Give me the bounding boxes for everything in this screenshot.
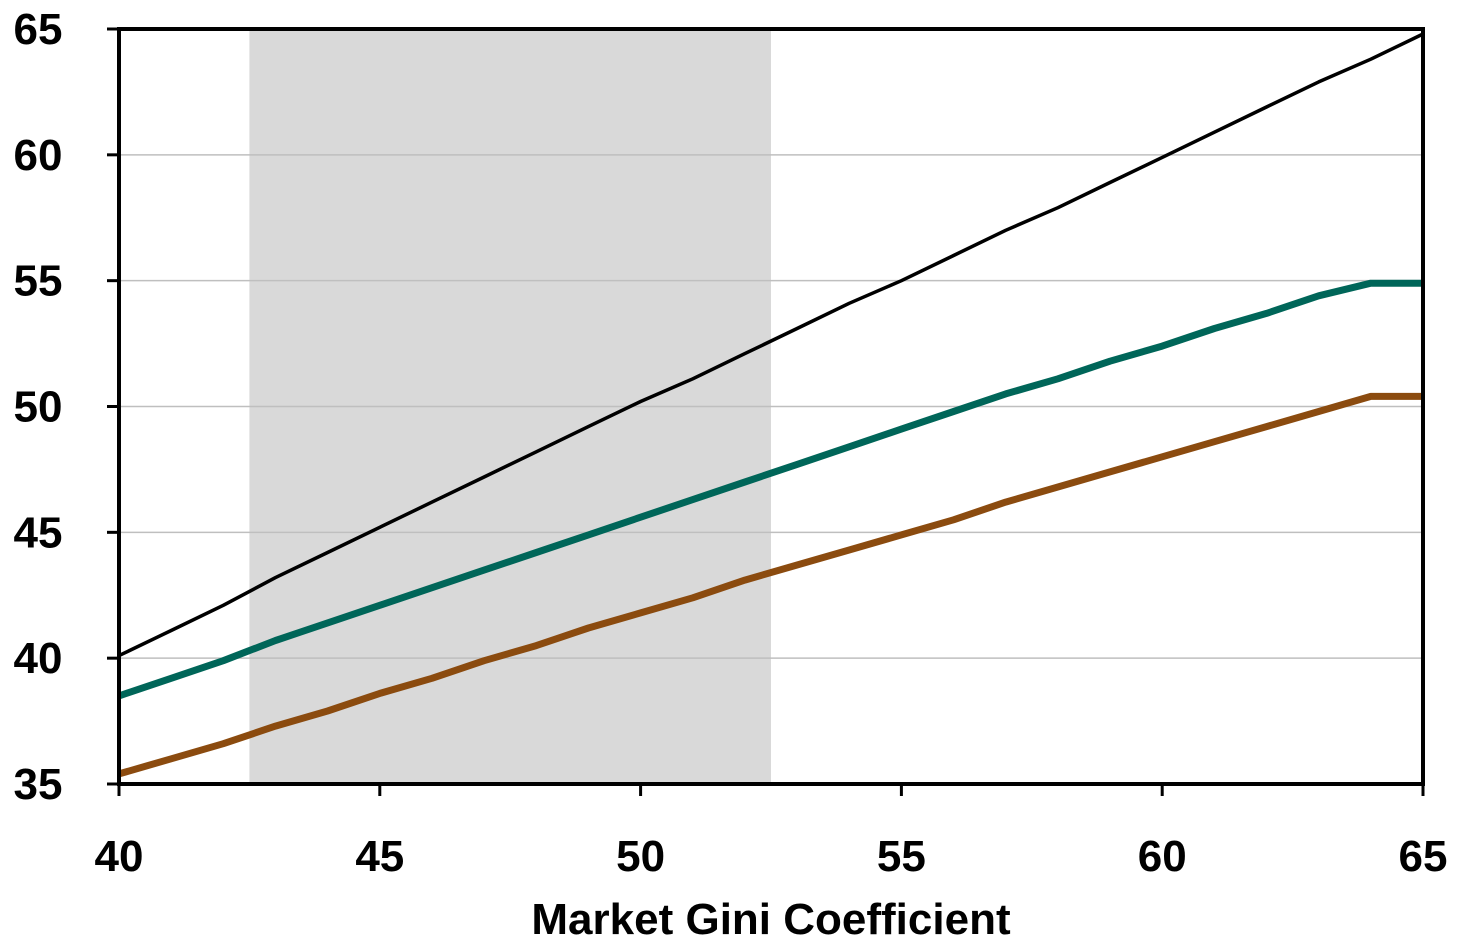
series-line-2 xyxy=(117,279,1423,700)
x-tick-label-45: 45 xyxy=(355,832,404,881)
series-line-3 xyxy=(118,392,1423,778)
series-lines xyxy=(117,32,1424,778)
y-tick-labels: 35 40 45 50 55 60 65 xyxy=(14,5,119,809)
x-tick-label-40: 40 xyxy=(95,832,144,881)
y-tick-label-50: 50 xyxy=(14,383,63,432)
y-tick-label-35: 35 xyxy=(14,760,63,809)
y-tick-label-60: 60 xyxy=(14,131,63,180)
x-tick-label-55: 55 xyxy=(877,832,926,881)
y-tick-label-65: 65 xyxy=(14,5,63,54)
gridlines xyxy=(119,154,1423,659)
x-tick-label-65: 65 xyxy=(1399,832,1448,881)
x-tick-label-60: 60 xyxy=(1138,832,1187,881)
series-line-1 xyxy=(118,32,1424,658)
y-tick-label-40: 40 xyxy=(14,634,63,683)
x-axis-title: Market Gini Coefficient xyxy=(531,895,1011,944)
y-tick-label-55: 55 xyxy=(14,257,63,306)
y-tick-label-45: 45 xyxy=(14,508,63,557)
x-tick-label-50: 50 xyxy=(616,832,665,881)
x-tick-labels: 40 45 50 55 60 65 xyxy=(95,784,1448,881)
